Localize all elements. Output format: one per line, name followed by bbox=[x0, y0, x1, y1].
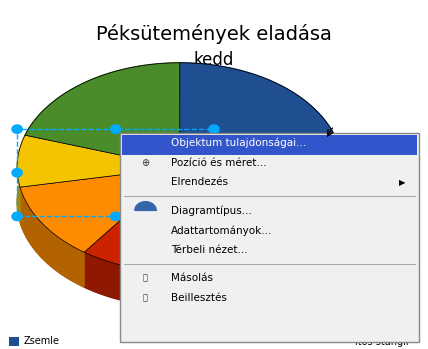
Text: 📋: 📋 bbox=[143, 274, 148, 283]
Text: Diagramtípus...: Diagramtípus... bbox=[171, 205, 252, 216]
Wedge shape bbox=[135, 202, 156, 210]
Text: Másolás: Másolás bbox=[171, 273, 213, 283]
Text: ⊕: ⊕ bbox=[142, 157, 149, 168]
Text: Adattartományok...: Adattartományok... bbox=[171, 225, 273, 236]
Text: ítos stangli: ítos stangli bbox=[355, 336, 409, 347]
Circle shape bbox=[12, 212, 22, 221]
Text: ▶: ▶ bbox=[399, 178, 406, 187]
Bar bbox=[9, 337, 19, 346]
Polygon shape bbox=[180, 63, 342, 244]
Circle shape bbox=[110, 125, 121, 133]
Polygon shape bbox=[17, 135, 180, 187]
Polygon shape bbox=[84, 168, 291, 272]
Polygon shape bbox=[25, 63, 180, 168]
Text: Pozíció és méret...: Pozíció és méret... bbox=[171, 157, 267, 168]
Bar bbox=[120, 133, 419, 342]
Text: 📋: 📋 bbox=[143, 294, 148, 303]
Circle shape bbox=[110, 212, 121, 221]
Polygon shape bbox=[25, 63, 180, 170]
Circle shape bbox=[12, 125, 22, 133]
Polygon shape bbox=[180, 63, 342, 279]
Polygon shape bbox=[20, 168, 180, 252]
Circle shape bbox=[12, 169, 22, 177]
Text: Péksütemények eladása: Péksütemények eladása bbox=[96, 24, 332, 44]
Polygon shape bbox=[20, 187, 84, 287]
Polygon shape bbox=[17, 135, 25, 222]
Text: Térbeli nézet...: Térbeli nézet... bbox=[171, 245, 248, 255]
Text: Objektum tulajdonságai...: Objektum tulajdonságai... bbox=[171, 138, 306, 148]
Text: kedd: kedd bbox=[194, 51, 234, 69]
Bar bbox=[122, 135, 417, 155]
Text: Zsemle: Zsemle bbox=[24, 336, 59, 346]
Text: Beillesztés: Beillesztés bbox=[171, 293, 227, 303]
Text: Elrendezés: Elrendezés bbox=[171, 178, 228, 187]
Circle shape bbox=[209, 125, 219, 133]
Bar bbox=[17, 129, 214, 216]
Polygon shape bbox=[84, 244, 291, 307]
